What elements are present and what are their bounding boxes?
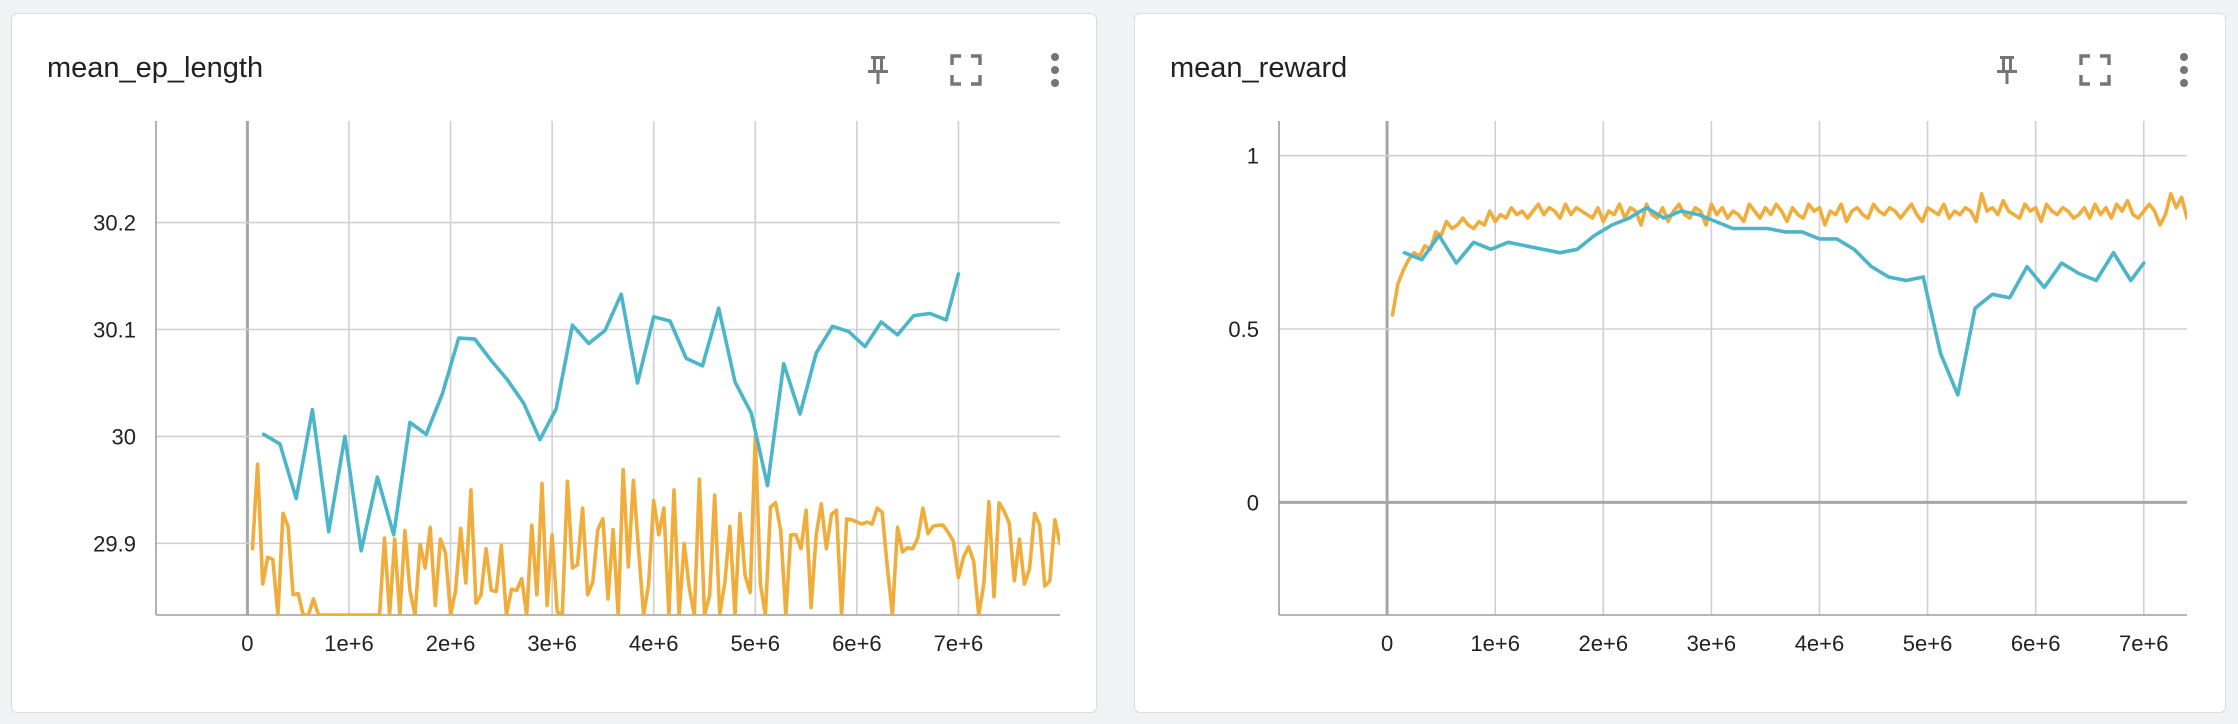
x-tick-label: 7e+6 [2119, 631, 2169, 656]
x-tick-label: 1e+6 [1470, 631, 1520, 656]
x-tick-label: 1e+6 [324, 631, 374, 656]
chart-title: mean_reward [1170, 52, 1348, 84]
fullscreen-icon [2079, 53, 2111, 91]
more-vert-icon [1050, 52, 1060, 93]
series-line [250, 434, 1060, 615]
y-tick-label: 30.2 [93, 211, 136, 236]
y-tick-label: 30.1 [93, 318, 136, 343]
line-chart-mean-reward: 0 1e+6 2e+6 3e+6 4e+6 5e+6 6e+6 7e+6 0 0.5 1 [1228, 121, 2187, 656]
x-tick-label: 2e+6 [1579, 631, 1629, 656]
chart-card-mean-ep-length: mean_ep_length [11, 13, 1097, 713]
y-tick-label: 0 [1247, 490, 1259, 515]
series-group [250, 272, 1060, 615]
card-actions [1965, 48, 2225, 98]
y-tick-label: 29.9 [93, 531, 136, 556]
y-tick-label: 1 [1247, 144, 1259, 169]
fullscreen-button[interactable] [942, 48, 990, 96]
series-line [1402, 205, 2146, 397]
pin-icon [1993, 53, 2021, 92]
x-tick-label: 6e+6 [2011, 631, 2061, 656]
x-tick-label: 6e+6 [832, 631, 882, 656]
card-actions [836, 48, 1096, 98]
pin-button[interactable] [854, 48, 902, 96]
chart-title: mean_ep_length [47, 52, 264, 84]
x-tick-label: 7e+6 [934, 631, 984, 656]
x-tick-label: 0 [241, 631, 253, 656]
x-tick-label: 0 [1381, 631, 1393, 656]
more-options-button[interactable] [1031, 48, 1079, 96]
x-tick-label: 5e+6 [1903, 631, 1953, 656]
series-line [261, 272, 961, 553]
chart-card-mean-reward: mean_reward [1134, 13, 2226, 713]
x-tick-label: 2e+6 [426, 631, 476, 656]
more-options-button[interactable] [2160, 48, 2208, 96]
y-tick-label: 30 [112, 424, 136, 449]
fullscreen-icon [950, 53, 982, 91]
line-chart-mean-ep-length: 0 1e+6 2e+6 3e+6 4e+6 5e+6 6e+6 7e+6 29.9 30 30.1 3… [93, 121, 1060, 656]
x-tick-label: 3e+6 [527, 631, 577, 656]
x-tick-label: 4e+6 [629, 631, 679, 656]
x-tick-label: 3e+6 [1687, 631, 1737, 656]
y-tick-label: 0.5 [1228, 317, 1259, 342]
x-tick-label: 5e+6 [730, 631, 780, 656]
x-tick-label: 4e+6 [1795, 631, 1845, 656]
series-line [1390, 192, 2187, 317]
series-group [1390, 192, 2187, 397]
pin-button[interactable] [1983, 48, 2031, 96]
fullscreen-button[interactable] [2071, 48, 2119, 96]
more-vert-icon [2179, 52, 2189, 93]
pin-icon [864, 53, 892, 92]
